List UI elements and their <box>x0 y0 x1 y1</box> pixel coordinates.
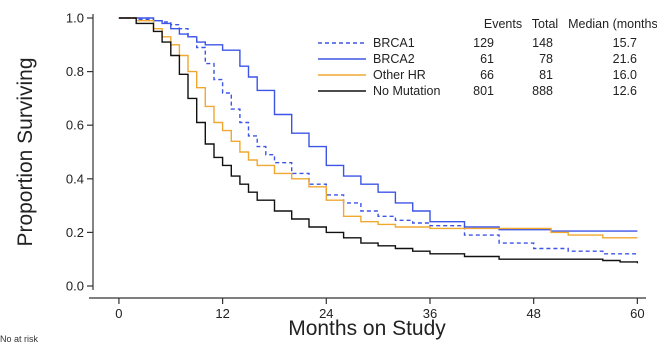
legend-label: BRCA2 <box>373 52 415 66</box>
legend-header-events: Events <box>484 17 522 31</box>
y-tick-label: 0.2 <box>66 225 84 240</box>
tick-labels: 0.0 0.2 0.4 0.6 0.8 1.0 0 12 24 36 48 60 <box>66 11 645 322</box>
footnote: No at risk <box>0 334 39 344</box>
legend-events: 801 <box>473 84 494 98</box>
legend-median: 21.6 <box>613 52 637 66</box>
x-tick-label: 12 <box>215 306 229 321</box>
legend-median: 16.0 <box>613 68 637 82</box>
curve-brca1 <box>118 17 638 255</box>
legend-total: 148 <box>532 36 553 50</box>
legend-events: 61 <box>480 52 494 66</box>
legend-median: 15.7 <box>613 36 637 50</box>
curve-brca2 <box>118 17 638 232</box>
curve-other-hr <box>118 17 638 239</box>
y-axis-label: Proportion Surviving <box>14 57 37 246</box>
axes <box>87 14 646 304</box>
legend-total: 81 <box>539 68 553 82</box>
legend-total: 888 <box>532 84 553 98</box>
x-tick-label: 0 <box>115 306 122 321</box>
legend-header-median: Median (months) <box>568 17 657 31</box>
legend-median: 12.6 <box>613 84 637 98</box>
x-tick-label: 60 <box>630 306 644 321</box>
x-tick-label: 48 <box>526 306 540 321</box>
legend-header-total: Total <box>532 17 558 31</box>
legend-events: 129 <box>473 36 494 50</box>
x-axis-label: Months on Study <box>288 317 446 340</box>
legend-total: 78 <box>539 52 553 66</box>
x-tick-label: 36 <box>423 306 437 321</box>
legend-label: No Mutation <box>373 84 440 98</box>
legend-label: BRCA1 <box>373 36 415 50</box>
y-tick-label: 0.0 <box>66 279 84 294</box>
curve-no-mutation <box>118 17 639 264</box>
y-tick-label: 0.4 <box>66 171 84 186</box>
legend-events: 66 <box>480 68 494 82</box>
legend-label: Other HR <box>373 68 426 82</box>
x-tick-label: 24 <box>319 306 333 321</box>
y-tick-label: 0.6 <box>66 118 84 133</box>
legend: Events Total Median (months) BRCA1 129 148 15.… <box>318 17 657 98</box>
y-tick-label: 1.0 <box>66 11 84 26</box>
survival-curves <box>118 17 639 264</box>
y-tick-label: 0.8 <box>66 64 84 79</box>
